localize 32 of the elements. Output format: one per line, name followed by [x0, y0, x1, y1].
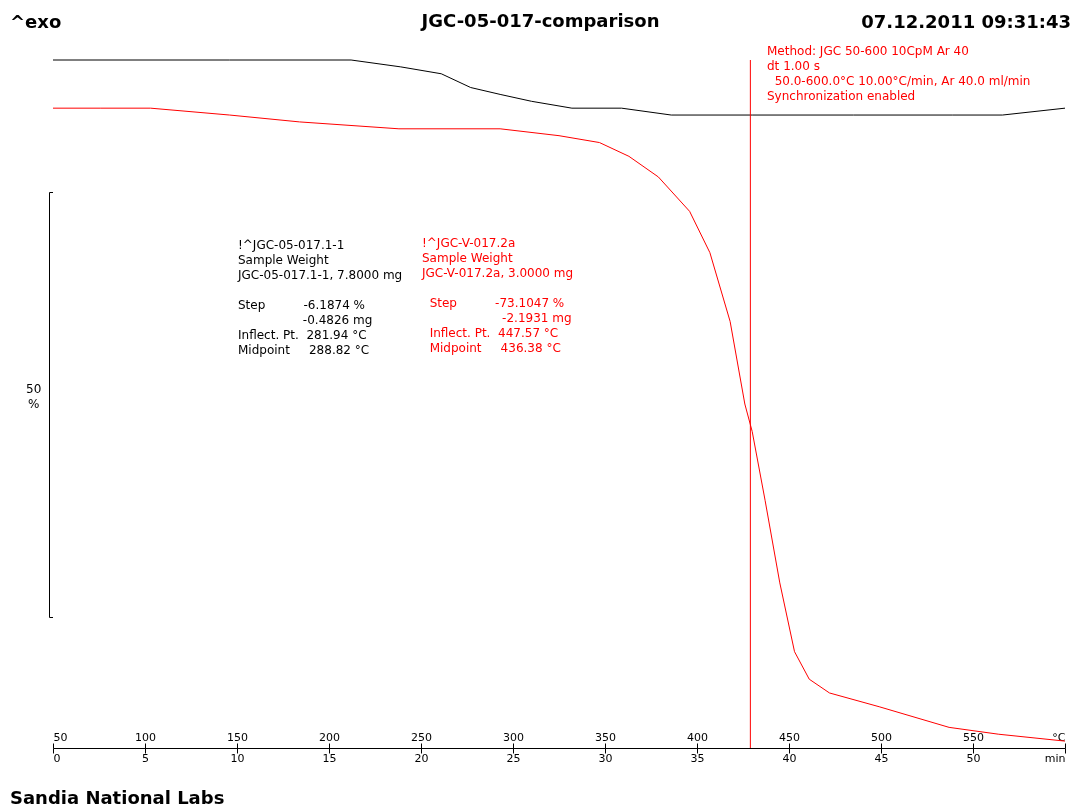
x-tick-label: 550 [963, 730, 984, 744]
x2-tick-label: 25 [506, 751, 521, 765]
x-tick-label: 400 [687, 730, 708, 744]
x2-tick-label: 40 [782, 751, 797, 765]
text: !^JGC-V-017.2a Sample Weight JGC-V-017.2a, 3.0000 mg Step -73.1047 % -2.1931 mg Inflect. Pt. 447.57 °C Midpoint 436.38 °C [422, 236, 574, 355]
x-tick-label: 350 [595, 730, 616, 744]
x-tick-label: 200 [319, 730, 340, 744]
annotation: Method: JGC 50-600 10CpM Ar 40 dt 1.00 s 50.0-600.0°C 10.00°C/min, Ar 40.0 ml/min Synchronization enabled [767, 44, 1031, 104]
x2-tick-label: 20 [414, 751, 429, 765]
x-tick-label: °C [1052, 730, 1066, 744]
x2-tick-label: 15 [322, 751, 337, 765]
x-tick-label: 450 [779, 730, 800, 744]
text: Sandia National Labs [10, 787, 225, 808]
x-tick-label: 250 [411, 730, 432, 744]
x2-tick-label: 30 [598, 751, 613, 765]
x-tick-label: 500 [871, 730, 892, 744]
chart-title: JGC-05-017-comparison [421, 10, 660, 31]
x-tick-label: 150 [227, 730, 248, 744]
y-axis-title: 50 % [26, 382, 42, 412]
x2-tick-label: 5 [142, 751, 149, 765]
x2-tick-label: min [1044, 751, 1066, 765]
text: 07.12.2011 09:31:43 [861, 11, 1071, 32]
x-tick-label: 100 [135, 730, 156, 744]
x-tick-label: 50 [53, 730, 68, 744]
x2-tick-label: 35 [690, 751, 705, 765]
x-tick-label: 300 [503, 730, 524, 744]
text: !^JGC-05-017.1-1 Sample Weight JGC-05-017.1-1, 7.8000 mg Step -6.1874 % -0.4826 mg Inflect. Pt. 281.94 °C Midpoint 288.82 °C [238, 238, 403, 357]
x2-tick-label: 45 [874, 751, 889, 765]
x2-tick-label: 0 [53, 751, 61, 765]
text: ^exo [10, 11, 62, 32]
x2-tick-label: 10 [230, 751, 245, 765]
x2-tick-label: 50 [966, 751, 981, 765]
